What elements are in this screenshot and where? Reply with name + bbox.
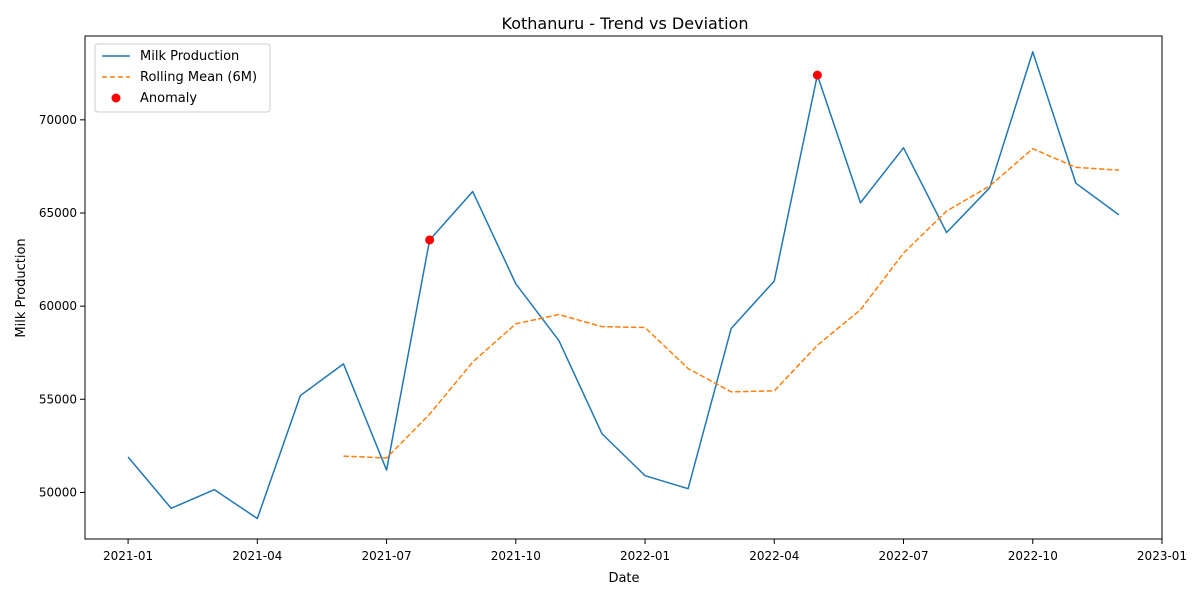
y-axis: 50000 55000 60000 65000 70000 [39,113,85,499]
legend-label-anomaly: Anomaly [140,91,197,106]
y-tick-label: 70000 [39,113,77,127]
series-line-milk-production [127,51,1120,520]
y-tick-label: 55000 [39,392,77,406]
legend-box [94,43,271,113]
anomaly-point [812,70,822,80]
legend: Milk Production Rolling Mean (6M) Anomal… [94,43,271,113]
plot-frame [84,35,1163,540]
y-tick-label: 50000 [39,485,77,499]
x-tick-label: 2022-10 [1008,549,1058,563]
anomaly-point [425,235,435,245]
y-axis-label: Milk Production [14,238,29,337]
y-tick-label: 65000 [39,206,77,220]
x-axis: 2021-01 2021-04 2021-07 2021-10 2022-01 2022-… [103,539,1187,563]
anomaly-layer [425,70,822,245]
x-tick-label: 2021-04 [232,549,282,563]
x-tick-label: 2022-04 [749,549,799,563]
y-tick-label: 60000 [39,299,77,313]
chart-title: Kothanuru - Trend vs Deviation [502,14,749,33]
series-line-rolling-mean-6m [343,147,1119,459]
legend-label-rolling-mean: Rolling Mean (6M) [140,70,257,85]
x-tick-label: 2021-10 [491,549,541,563]
legend-label-milk-production: Milk Production [140,49,239,64]
x-tick-label: 2022-01 [620,549,670,563]
series-layer [127,51,1120,520]
x-tick-label: 2021-01 [103,549,153,563]
x-tick-label: 2022-07 [878,549,928,563]
x-axis-label: Date [608,571,639,586]
x-tick-label: 2023-01 [1137,549,1187,563]
x-tick-label: 2021-07 [361,549,411,563]
legend-swatch-anomaly [111,93,121,103]
